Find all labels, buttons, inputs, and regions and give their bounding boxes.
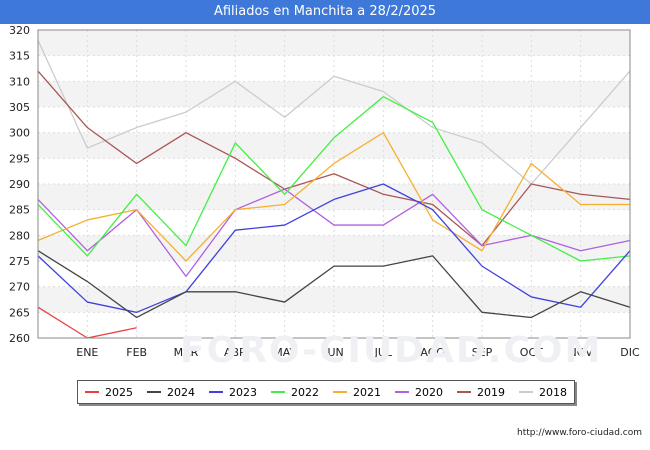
x-tick-label: FEB [126,346,147,359]
legend-item-2025: 2025 [85,386,133,399]
legend-label: 2020 [415,385,443,399]
y-tick-label: 300 [9,127,30,140]
legend-swatch [85,391,99,393]
legend-label: 2019 [477,385,505,399]
x-tick-label: NOV [569,346,594,359]
legend-swatch [209,391,223,393]
source-url: http://www.foro-ciudad.com [517,428,642,438]
legend-item-2019: 2019 [457,386,505,399]
series-line-2023 [37,183,631,313]
plot-band [38,261,630,287]
x-tick-label: SEP [472,346,493,359]
y-tick-label: 260 [9,332,30,345]
y-tick-label: 280 [9,229,30,242]
series-line-2024 [37,250,631,319]
legend-label: 2025 [105,385,133,399]
legend-swatch [271,391,285,393]
legend-swatch [519,391,533,393]
legend-label: 2022 [291,385,319,399]
legend-swatch [147,391,161,393]
x-tick-label: JUN [323,346,344,359]
legend-item-2024: 2024 [147,386,195,399]
legend-label: 2018 [539,385,567,399]
legend-item-2021: 2021 [333,386,381,399]
x-tick-label: OCT [520,346,543,359]
legend-swatch [395,391,409,393]
y-tick-label: 320 [9,24,30,37]
y-axis-ticks: 260 265 270 275 280 285 290 295 300 305 310 315 320 [9,24,30,345]
legend-label: 2021 [353,385,381,399]
y-tick-label: 315 [9,50,30,63]
y-tick-label: 310 [9,75,30,88]
series-line-2022 [37,96,631,262]
y-tick-label: 270 [9,281,30,294]
x-tick-label: MAR [174,346,199,359]
legend-item-2023: 2023 [209,386,257,399]
plot-band [38,55,630,82]
y-tick-label: 275 [9,255,30,268]
legend-swatch [333,391,347,393]
y-tick-label: 305 [9,101,30,114]
plot-border [37,29,631,339]
x-tick-label: MAY [273,346,296,359]
series-line-2019 [37,70,631,247]
y-tick-label: 285 [9,204,30,217]
legend-label: 2023 [229,385,257,399]
y-tick-label: 295 [9,152,30,165]
watermark: FORO-CIUDAD.COM [180,330,603,371]
legend-label: 2024 [167,385,195,399]
series-line-2021 [37,132,630,262]
plot-frame [37,29,631,339]
legend-item-2020: 2020 [395,386,443,399]
x-tick-label: JUL [374,346,393,359]
x-tick-label: AGO [420,346,445,359]
legend: 2025 2024 2023 2022 2021 2020 2019 2018 [77,380,575,404]
y-tick-label: 265 [9,306,30,319]
x-tick-label: DIC [620,346,640,359]
chart-title: Afiliados en Manchita a 28/2/2025 [0,0,650,24]
y-tick-label: 290 [9,178,30,191]
legend-swatch [457,391,471,393]
plot-band [38,235,630,261]
series-lines [37,39,631,339]
x-axis-ticks: ENE FEB MAR ABR MAY JUN JUL AGO SEP OCT NOV DIC [76,346,640,359]
x-tick-label: ABR [224,346,247,359]
legend-item-2018: 2018 [519,386,567,399]
legend-item-2022: 2022 [271,386,319,399]
x-tick-label: ENE [76,346,98,359]
